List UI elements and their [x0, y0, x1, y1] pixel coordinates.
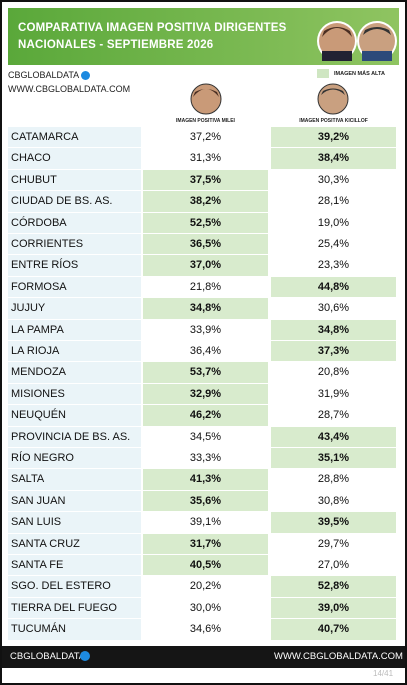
column-header: IMAGEN POSITIVA KICILLOF	[299, 118, 368, 124]
milei-value: 52,5%	[143, 212, 268, 233]
avatar-milei	[190, 83, 222, 115]
milei-value: 34,8%	[143, 298, 268, 319]
milei-value: 39,1%	[189, 516, 222, 529]
title-line: COMPARATIVA IMAGEN POSITIVA DIRIGENTES	[18, 22, 287, 34]
row-label: CORRIENTES	[8, 234, 141, 255]
row-label: SGO. DEL ESTERO	[8, 576, 141, 597]
row-label: NEUQUÉN	[8, 405, 141, 426]
row-label: TIERRA DEL FUEGO	[8, 597, 141, 619]
row-label: SAN JUAN	[8, 490, 141, 512]
kicillof-value: 28,1%	[317, 195, 350, 208]
kicillof-value: 39,5%	[271, 512, 396, 533]
row-label: CATAMARCA	[8, 127, 141, 148]
row-label: CÓRDOBA	[8, 212, 141, 233]
row-label: TUCUMÁN	[8, 619, 141, 640]
milei-value: 37,2%	[189, 131, 222, 143]
kicillof-value: 39,2%	[271, 127, 396, 148]
milei-value: 41,3%	[143, 469, 268, 490]
footer-url: WWW.CBGLOBALDATA.COM	[274, 651, 403, 662]
milei-value: 40,5%	[143, 555, 268, 576]
milei-value: 30,0%	[189, 601, 222, 614]
milei-value: 31,3%	[189, 152, 222, 165]
avatars	[317, 21, 397, 61]
milei-value: 46,2%	[143, 405, 268, 426]
kicillof-value: 23,3%	[317, 259, 350, 272]
row-label: MENDOZA	[8, 362, 141, 383]
milei-value: 36,5%	[143, 234, 268, 255]
milei-value: 53,7%	[143, 362, 268, 383]
kicillof-value: 52,8%	[271, 576, 396, 597]
avatar-kicillof	[317, 83, 349, 115]
milei-value: 34,6%	[189, 623, 222, 636]
row-label: MISIONES	[8, 383, 141, 405]
page-number: 14/41	[373, 669, 394, 678]
header-bar: COMPARATIVA IMAGEN POSITIVA DIRIGENTES N…	[8, 8, 399, 65]
legend-swatch	[317, 69, 329, 78]
milei-value: 32,9%	[143, 383, 268, 405]
milei-value: 37,5%	[143, 169, 268, 191]
row-label: RÍO NEGRO	[8, 448, 141, 469]
kicillof-value: 44,8%	[271, 276, 396, 298]
row-label: SALTA	[8, 469, 141, 490]
kicillof-value: 28,8%	[317, 473, 350, 486]
row-label: FORMOSA	[8, 276, 141, 298]
milei-value: 37,0%	[143, 255, 268, 276]
kicillof-value: 40,7%	[271, 619, 396, 640]
kicillof-value: 29,7%	[317, 537, 350, 550]
legend-label: IMAGEN MÁS ALTA	[334, 71, 385, 77]
milei-value: 33,9%	[189, 323, 222, 336]
title-line: NACIONALES - SEPTIEMBRE 2026	[18, 39, 214, 51]
kicillof-value: 43,4%	[271, 426, 396, 447]
kicillof-value: 25,4%	[317, 238, 350, 250]
footer-brand: CBGLOBALDATA	[10, 651, 86, 662]
kicillof-value: 30,8%	[317, 494, 350, 507]
row-label: SANTA FE	[8, 555, 141, 576]
verified-icon	[80, 651, 90, 661]
verified-icon	[81, 71, 91, 81]
row-label: ENTRE RÍOS	[8, 255, 141, 276]
milei-value: 35,6%	[143, 490, 268, 512]
brand-url: WWW.CBGLOBALDATA.COM	[8, 84, 131, 94]
milei-value: 20,2%	[189, 580, 222, 593]
row-label: SANTA CRUZ	[8, 533, 141, 554]
kicillof-value: 20,8%	[317, 366, 350, 379]
footer: CBGLOBALDATA WWW.CBGLOBALDATA.COM	[2, 646, 405, 668]
kicillof-value: 28,7%	[317, 409, 350, 422]
milei-value: 36,4%	[189, 345, 222, 357]
milei-value: 33,3%	[189, 452, 222, 464]
row-label: PROVINCIA DE BS. AS.	[8, 426, 141, 447]
row-label: CIUDAD DE BS. AS.	[8, 191, 141, 212]
kicillof-value: 38,4%	[271, 148, 396, 169]
milei-value: 34,5%	[189, 430, 222, 443]
kicillof-value: 34,8%	[271, 319, 396, 340]
row-label: LA RIOJA	[8, 341, 141, 362]
milei-value: 38,2%	[143, 191, 268, 212]
row-label: LA PAMPA	[8, 319, 141, 340]
kicillof-value: 19,0%	[317, 216, 350, 229]
kicillof-value: 30,6%	[317, 302, 350, 315]
brand-name: CBGLOBALDATA	[8, 70, 79, 80]
kicillof-value: 30,3%	[317, 173, 350, 186]
row-label: CHACO	[8, 148, 141, 169]
milei-value: 31,7%	[143, 533, 268, 554]
kicillof-value: 35,1%	[271, 448, 396, 469]
column-header: IMAGEN POSITIVA MILEI	[176, 118, 235, 124]
row-label: JUJUY	[8, 298, 141, 319]
brand: CBGLOBALDATA	[8, 70, 91, 81]
kicillof-value: 27,0%	[317, 559, 350, 571]
row-label: CHUBUT	[8, 169, 141, 191]
kicillof-value: 37,3%	[271, 341, 396, 362]
row-label: SAN LUIS	[8, 512, 141, 533]
kicillof-value: 39,0%	[271, 597, 396, 619]
milei-value: 21,8%	[189, 280, 222, 293]
kicillof-value: 31,9%	[317, 387, 350, 400]
